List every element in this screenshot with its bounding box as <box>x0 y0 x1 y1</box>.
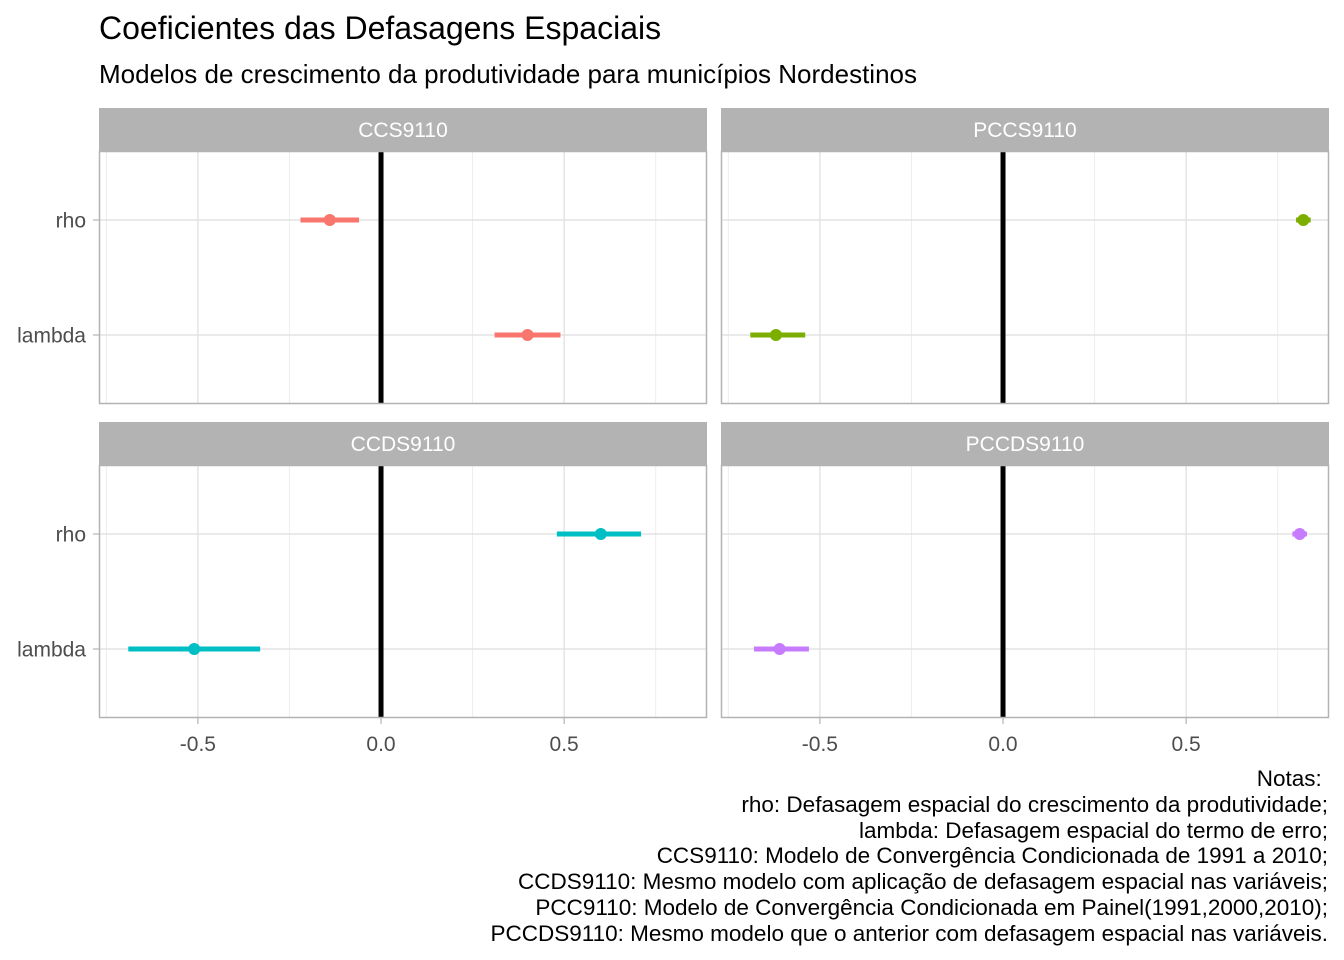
point-estimate-rho <box>1297 214 1310 226</box>
point-estimate-lambda <box>521 329 534 341</box>
panel-background <box>99 151 707 404</box>
facet-strip <box>99 422 707 465</box>
facet-panel: PCCDS9110 -0.5 0.0 0.5 <box>720 422 1330 756</box>
panel-background <box>99 465 707 718</box>
point-estimate-lambda <box>769 329 782 341</box>
facet-strip-label: CCS9110 <box>358 119 448 142</box>
note-line: PCCDS9110: Mesmo modelo que o anterior c… <box>490 920 1329 946</box>
facet-strip-label: CCDS9110 <box>351 433 456 456</box>
x-tick-label: 0.5 <box>550 733 579 756</box>
point-estimate-rho <box>1293 528 1306 540</box>
chart-title: Coeficientes das Defasagens Espaciais <box>99 10 662 46</box>
x-tick-label: 0.0 <box>366 733 395 756</box>
facet-strip-label: PCCS9110 <box>973 119 1077 142</box>
note-line: PCC9110: Modelo de Convergência Condicio… <box>535 894 1328 920</box>
chart-subtitle: Modelos de crescimento da produtividade … <box>99 59 917 89</box>
y-tick-label: rho <box>56 524 86 547</box>
note-line: rho: Defasagem espacial do crescimento d… <box>741 791 1328 817</box>
point-estimate-lambda <box>773 643 786 655</box>
note-line: CCDS9110: Mesmo modelo com aplicação de … <box>518 869 1328 895</box>
panel-background <box>721 465 1329 718</box>
point-estimate-rho <box>323 214 336 226</box>
panel-border <box>720 150 1330 405</box>
x-tick-label: 0.0 <box>988 733 1017 756</box>
point-estimate-lambda <box>188 643 201 655</box>
panel-background <box>721 151 1329 404</box>
y-tick-label: lambda <box>17 639 86 662</box>
x-tick-label: -0.5 <box>802 733 838 756</box>
y-tick-label: rho <box>56 210 86 233</box>
notes-heading: Notas: <box>1256 766 1328 791</box>
facet-strip-label: PCCDS9110 <box>966 433 1085 456</box>
panel-border <box>98 150 708 405</box>
facet-panel: PCCS9110 <box>720 108 1330 405</box>
facet-panel: CCDS9110 rho lambda -0.5 0.0 0.5 <box>17 422 708 756</box>
x-tick-label: 0.5 <box>1172 733 1201 756</box>
facet-panel: CCS9110 rho lambda <box>17 108 708 405</box>
notes-block: Notas: rho: Defasagem espacial do cresci… <box>491 766 1329 947</box>
note-line: CCS9110: Modelo de Convergência Condicio… <box>656 843 1328 869</box>
facet-strip <box>721 108 1329 151</box>
point-estimate-rho <box>594 528 607 540</box>
facet-strip <box>99 108 707 151</box>
panel-border <box>98 464 708 719</box>
note-line: lambda: Defasagem espacial do termo de e… <box>859 817 1328 843</box>
panel-border <box>720 464 1330 719</box>
y-tick-label: lambda <box>17 325 86 348</box>
x-tick-label: -0.5 <box>180 733 216 756</box>
facet-strip <box>721 422 1329 465</box>
